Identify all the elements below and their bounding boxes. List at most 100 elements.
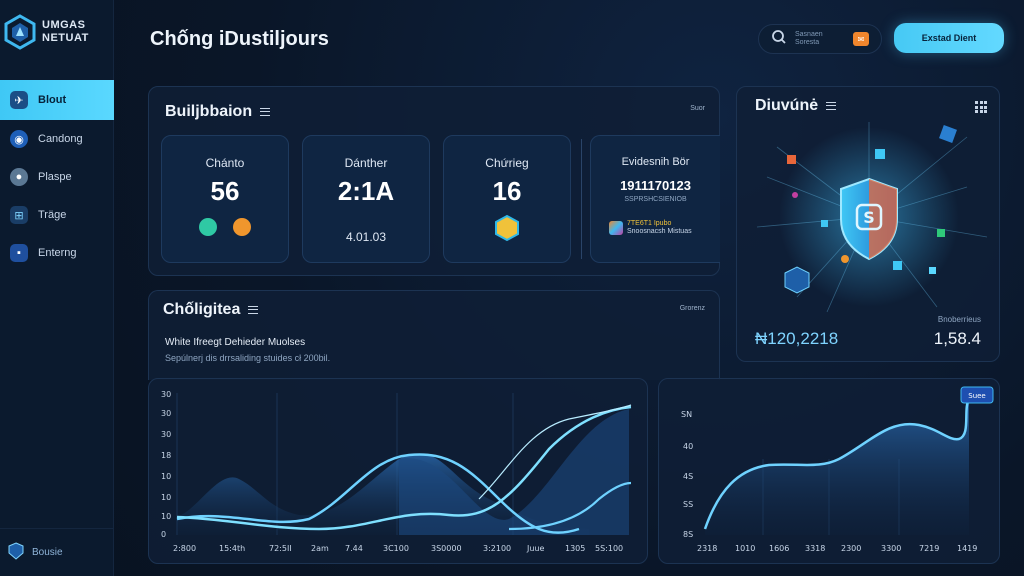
right-area-series — [705, 399, 969, 535]
notification-icon[interactable]: ✉ — [853, 32, 869, 46]
left-area-series-right — [399, 409, 629, 535]
x-tick: 7219 — [919, 544, 939, 553]
logo-shield-icon — [4, 14, 36, 50]
stat-icons — [162, 218, 288, 241]
sidebar-item-blout[interactable]: ✈ Blout — [0, 80, 114, 120]
stat-card[interactable]: Evidesnih Bör 1911170123 SSPRSHCSIENIOB … — [590, 135, 720, 263]
y-tick: 4S — [683, 472, 693, 481]
sidebar-item-trage[interactable]: ⊞ Träge — [0, 196, 114, 234]
security-shield-illustration: S — [756, 122, 988, 313]
stat-label: Chánto — [205, 156, 245, 170]
grid-icon[interactable] — [975, 101, 987, 113]
x-tick: 3:2100 — [483, 544, 511, 553]
x-tick: 7.44 — [345, 544, 363, 553]
right-x-ticks: 2318 1010 1606 3318 2300 3300 7219 1419 — [697, 544, 977, 553]
logo-line1: UMGAS — [42, 19, 86, 31]
y-tick: 40 — [683, 442, 693, 451]
x-tick: 2318 — [697, 544, 717, 553]
svg-text:S: S — [863, 208, 875, 227]
analytics-subtitle: White Ifreegt Dehieder Muolses — [165, 337, 306, 348]
analytics-panel-corner: Grorenz — [679, 305, 705, 312]
stats-panel-title: Builjbbaion — [165, 103, 271, 121]
y-tick: 30 — [161, 430, 171, 439]
page-title: Chống iDustiljours — [150, 28, 329, 50]
menu-icon[interactable] — [826, 101, 837, 110]
sidebar-item-enterng[interactable]: ▪ Enterng — [0, 234, 114, 272]
stat-card[interactable]: Chánto 56 — [161, 135, 289, 263]
sidebar-footer[interactable]: Bousie — [0, 528, 114, 576]
colorful-logo-icon — [609, 221, 623, 235]
stat-label: Chứrieg — [485, 156, 529, 170]
x-tick: 1606 — [769, 544, 789, 553]
search-icon — [771, 29, 787, 50]
sidebar-item-label: Träge — [38, 209, 67, 221]
menu-icon[interactable] — [260, 107, 271, 116]
y-tick: 0 — [161, 530, 166, 539]
x-tick: 3S0000 — [431, 544, 462, 553]
security-left-value: ₦120,2218 — [755, 329, 839, 348]
stat-caption: 7TE6T1 Ipubo Snoosnacsh Mistuas — [609, 220, 692, 236]
right-line-series — [703, 398, 971, 530]
panel-divider — [581, 139, 582, 259]
y-tick: 10 — [161, 512, 171, 521]
stat-label: Dánther — [344, 156, 388, 170]
menu-icon[interactable] — [248, 305, 259, 314]
caption-line1: 7TE6T1 Ipubo — [627, 220, 672, 227]
globe-icon: ● — [10, 168, 28, 186]
x-tick: 2am — [311, 544, 329, 553]
analytics-description: Sepúlnerj dis drrsaliding stuides cł 200… — [165, 353, 331, 363]
primary-action-button[interactable]: Exstad Dient — [894, 23, 1004, 53]
y-tick: 30 — [161, 390, 171, 399]
sidebar-item-candong[interactable]: ◉ Candong — [0, 120, 114, 158]
search-placeholder: Sasnaen Soresta — [795, 31, 823, 46]
y-tick: SS — [683, 500, 693, 509]
left-line-series-c — [478, 404, 632, 500]
stats-panel: Builjbbaion Suor Chánto 56 Dánther 2:1A … — [148, 86, 720, 276]
stat-value: 56 — [210, 176, 240, 206]
logo: UMGAS NETUAT — [4, 14, 89, 50]
sidebar-item-plaspe[interactable]: ● Plaspe — [0, 158, 114, 196]
logo-line2: NETUAT — [42, 32, 89, 44]
y-tick: 18 — [161, 451, 171, 460]
stat-value: 2:1A — [337, 176, 395, 206]
left-chart-panel: 30 30 30 18 10 10 10 0 2:800 15:4th 72:5… — [148, 378, 648, 564]
search-input[interactable]: Sasnaen Soresta ✉ — [758, 24, 882, 54]
stat-card[interactable]: Chứrieg 16 — [443, 135, 571, 263]
x-tick: 3C100 — [383, 544, 409, 553]
stat-icons — [444, 214, 570, 247]
hexagon-icon — [495, 214, 519, 242]
coin-icon — [198, 218, 217, 236]
stat-sub: SSPRSHCSIENIOB — [624, 196, 687, 203]
security-right-value: 1,58.4 — [933, 329, 981, 348]
security-panel: Diuvúnė — [736, 86, 1000, 362]
plane-icon: ✈ — [10, 91, 28, 109]
sidebar-nav: ✈ Blout ◉ Candong ● Plaspe ⊞ Träge ▪ Ent… — [0, 80, 114, 272]
stat-value: 16 — [492, 176, 522, 206]
x-tick: 1305 — [565, 544, 585, 553]
left-line-series-b — [176, 405, 632, 531]
x-tick: 1010 — [735, 544, 755, 553]
stats-panel-corner: Suor — [690, 105, 705, 112]
x-tick: 15:4th — [219, 544, 245, 553]
stat-value: 1911170123 — [620, 178, 691, 193]
stat-card[interactable]: Dánther 2:1A 4.01.03 — [302, 135, 430, 263]
right-y-ticks: SN 40 4S SS 8S 0 — [681, 410, 693, 539]
caption-line2: Snoosnacsh Mistuas — [627, 228, 692, 235]
left-x-ticks: 2:800 15:4th 72:5II 2am 7.44 3C100 3S000… — [173, 544, 623, 553]
analytics-panel: Chốligitea Grorenz White Ifreegt Dehiede… — [148, 290, 720, 380]
sidebar-item-label: Plaspe — [38, 171, 72, 183]
sidebar-item-label: Enterng — [38, 247, 77, 259]
x-tick: 2300 — [841, 544, 861, 553]
sidebar-item-label: Blout — [38, 94, 67, 106]
network-icon: ⊞ — [10, 206, 28, 224]
dashboard-icon: ◉ — [10, 130, 28, 148]
x-tick: Juue — [526, 544, 545, 553]
analytics-panel-title: Chốligitea — [163, 301, 259, 319]
x-tick: 2:800 — [173, 544, 196, 553]
x-tick: 5S:100 — [595, 544, 623, 553]
y-tick: SN — [681, 410, 692, 419]
security-sub-label: Bnoberrieus — [937, 315, 981, 324]
y-tick: 10 — [161, 493, 171, 502]
y-tick: 8S — [683, 530, 693, 539]
